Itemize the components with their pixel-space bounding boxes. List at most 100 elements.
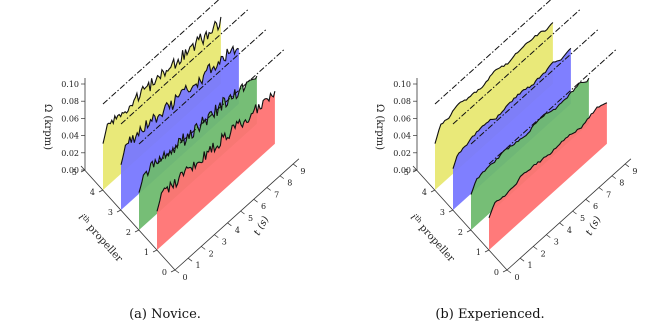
omega-axis-title: Ω (krpm) <box>374 104 385 150</box>
propeller-tick-label: 0 <box>494 268 499 277</box>
t-tick-mark <box>214 234 219 238</box>
propeller-tick-label: 3 <box>440 208 445 217</box>
propeller-1-line <box>488 102 608 218</box>
t-tick-label: 8 <box>287 179 292 188</box>
propeller-tick-mark <box>134 229 140 233</box>
omega-tick-label: 0.02 <box>61 149 79 158</box>
propeller-tick-label: 0 <box>162 268 167 277</box>
propeller-3-reference-line <box>120 8 250 125</box>
t-tick-label: 5 <box>580 214 585 223</box>
propeller-3-area <box>453 48 571 210</box>
omega-tick-label: 0.00 <box>61 166 79 175</box>
omega-tick-label: 0.08 <box>393 97 411 106</box>
t-tick-label: 4 <box>567 226 572 235</box>
omega-tick-label: 0.04 <box>61 132 79 141</box>
t-tick-label: 7 <box>606 190 611 199</box>
t-axis-line <box>506 158 632 271</box>
propeller-tick-label: 5 <box>72 168 77 177</box>
propeller-1-line <box>156 91 276 212</box>
t-tick-mark <box>240 210 245 215</box>
t-tick-mark <box>253 198 258 203</box>
t-tick-mark <box>519 257 525 262</box>
propeller-tick-label: 1 <box>144 248 149 257</box>
t-tick-mark <box>624 163 630 168</box>
t-tick-label: 1 <box>528 261 533 270</box>
propeller-tick-mark <box>116 209 122 213</box>
subfigure-caption: (b) Experienced. <box>435 307 544 322</box>
propeller-tick-mark <box>466 229 472 233</box>
omega-tick-label: 0.10 <box>61 80 79 89</box>
t-tick-label: 0 <box>514 273 519 282</box>
omega-tick-label: 0.04 <box>393 132 411 141</box>
propeller-3-reference-line <box>452 8 582 125</box>
t-tick-label: 5 <box>248 214 253 223</box>
t-tick-mark <box>200 246 206 250</box>
propeller-axis-title: ith propeller <box>408 212 457 265</box>
t-tick-mark <box>585 198 590 203</box>
t-tick-mark <box>546 234 551 238</box>
propeller-1-reference-line <box>156 48 286 165</box>
t-tick-label: 7 <box>274 190 279 199</box>
propeller-axis-title-index: i <box>408 212 418 222</box>
omega-tick-label: 0.02 <box>393 149 411 158</box>
propeller-tick-label: 5 <box>404 168 409 177</box>
propeller-2-line <box>470 77 590 195</box>
t-tick-label: 3 <box>554 238 559 247</box>
omega-tick-label: 0.06 <box>393 114 411 123</box>
t-tick-label: 6 <box>593 202 598 211</box>
propeller-1-area <box>489 102 607 250</box>
t-tick-mark <box>611 175 617 179</box>
t-tick-label: 8 <box>619 179 624 188</box>
propeller-tick-mark <box>170 269 176 273</box>
propeller-3-line <box>452 47 572 169</box>
t-tick-mark <box>227 222 232 227</box>
propeller-tick-label: 4 <box>90 188 95 197</box>
propeller-4-line <box>102 16 222 144</box>
propeller-1-reference-line <box>488 48 618 165</box>
propeller-axis-line <box>80 165 176 271</box>
propeller-axis-title-superscript: th <box>81 214 92 225</box>
t-tick-mark <box>187 257 193 262</box>
propeller-tick-mark <box>98 189 104 193</box>
t-tick-label: 6 <box>261 202 266 211</box>
propeller-2-area <box>471 78 589 230</box>
propeller-tick-mark <box>502 269 508 273</box>
t-tick-label: 4 <box>235 226 240 235</box>
propeller-4-reference-line <box>102 0 220 105</box>
t-tick-mark <box>572 210 577 215</box>
propeller-2-reference-line <box>470 28 600 145</box>
propeller-3-line <box>120 44 240 165</box>
t-tick-mark <box>598 187 603 191</box>
t-tick-mark <box>532 246 538 250</box>
propeller-tick-mark <box>430 189 436 193</box>
omega-tick-label: 0.10 <box>393 80 411 89</box>
propeller-1-area <box>157 91 275 250</box>
propeller-axis-title-superscript: th <box>413 214 424 225</box>
omega-tick-label: 0.08 <box>61 97 79 106</box>
propeller-tick-label: 2 <box>458 228 463 237</box>
subfigure-caption: (a) Novice. <box>129 307 201 322</box>
t-tick-label: 3 <box>222 238 227 247</box>
t-tick-label: 2 <box>209 249 214 258</box>
t-tick-label: 1 <box>196 261 201 270</box>
omega-tick-label: 0.06 <box>61 114 79 123</box>
t-axis-title: t (s) <box>584 215 604 238</box>
t-tick-label: 2 <box>541 249 546 258</box>
propeller-tick-mark <box>152 249 158 253</box>
propeller-4-reference-line <box>434 0 552 105</box>
propeller-tick-mark <box>484 249 490 253</box>
propeller-axis-title-index: i <box>76 212 86 222</box>
propeller-tick-label: 2 <box>126 228 131 237</box>
propeller-tick-mark <box>448 209 454 213</box>
t-tick-mark <box>559 222 564 227</box>
t-tick-mark <box>174 269 180 274</box>
t-axis-title: t (s) <box>252 215 272 238</box>
t-tick-mark <box>506 269 512 274</box>
propeller-axis-title: ith propeller <box>76 212 125 265</box>
propeller-4-line <box>434 22 554 144</box>
t-tick-label: 0 <box>182 273 187 282</box>
chart-panel-experienced: 01234567890123450.000.020.040.060.080.10… <box>374 0 637 322</box>
propeller-tick-label: 1 <box>476 248 481 257</box>
chart-panel-novice: 01234567890123450.000.020.040.060.080.10… <box>42 0 305 322</box>
